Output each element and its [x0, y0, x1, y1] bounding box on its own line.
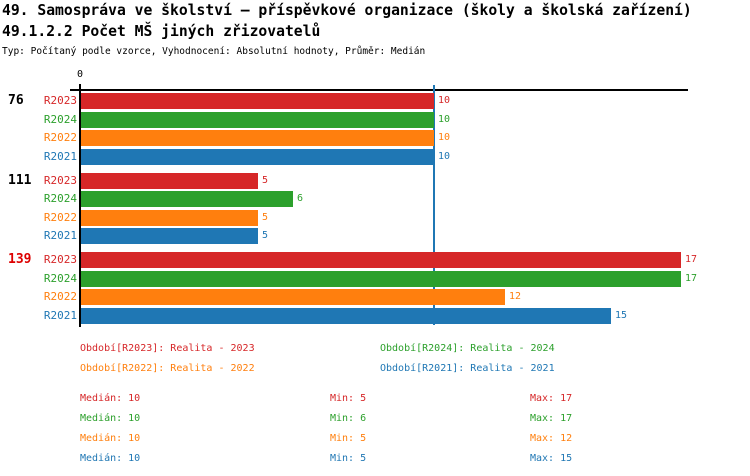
stat-max-r2021: Max: 15: [530, 453, 573, 464]
bar-row-label-r2024-g2: R2024: [43, 271, 77, 285]
bar-row-label-r2021-g2: R2021: [43, 308, 77, 322]
x-axis-zero-line: [79, 84, 81, 327]
stat-max-r2023: Max: 17: [530, 393, 573, 404]
bar-r2021-g2: [81, 307, 611, 324]
bar-r2022-g1: [81, 209, 258, 226]
bar-row-label-r2021-g1: R2021: [43, 229, 77, 242]
bar-r2021-g0: [81, 148, 434, 165]
bar-value-label-r2021-g1: 5: [262, 230, 269, 241]
median-reference-line: [433, 85, 435, 325]
legend-item-r2021: Období[R2021]: Realita - 2021: [380, 363, 555, 374]
bar-value-label-r2022-g0: 10: [438, 132, 451, 143]
bar-value-label-r2024-g1: 6: [297, 193, 304, 204]
bar-value-label-r2021-g2: 15: [615, 309, 628, 321]
bar-r2022-g0: [81, 130, 434, 146]
bar-row-label-r2022-g2: R2022: [43, 290, 77, 303]
plot-top-border: [70, 89, 688, 91]
stat-max-r2022: Max: 12: [530, 433, 573, 444]
group-label-139: 139: [8, 252, 32, 267]
bar-value-label-r2021-g0: 10: [438, 150, 451, 162]
indicator-meta-text: Typ: Počítaný podle vzorce, Vyhodnocení:…: [2, 46, 426, 57]
bar-r2023-g0: [81, 93, 434, 109]
stat-min-r2022: Min: 5: [330, 433, 367, 444]
bar-row-label-r2023-g1: R2023: [43, 173, 77, 187]
bar-row-label-r2024-g0: R2024: [43, 112, 77, 126]
stat-min-r2021: Min: 5: [330, 453, 367, 464]
group-label-76: 76: [8, 93, 24, 108]
bar-row-label-r2022-g0: R2022: [43, 131, 77, 144]
bar-r2023-g1: [81, 172, 258, 189]
bar-value-label-r2022-g1: 5: [262, 211, 269, 223]
bar-row-label-r2023-g2: R2023: [43, 253, 77, 266]
group-label-111: 111: [8, 172, 32, 188]
legend-item-r2023: Období[R2023]: Realita - 2023: [80, 343, 255, 354]
bar-value-label-r2024-g0: 10: [438, 113, 451, 125]
stat-median-r2022: Medián: 10: [80, 433, 141, 444]
stat-median-r2024: Medián: 10: [80, 413, 141, 424]
bar-row-label-r2022-g1: R2022: [43, 210, 77, 224]
bar-value-label-r2024-g2: 17: [685, 272, 698, 284]
stat-median-r2023: Medián: 10: [80, 393, 141, 404]
stat-max-r2024: Max: 17: [530, 413, 573, 424]
bar-row-label-r2023-g0: R2023: [43, 94, 77, 107]
bar-r2021-g1: [81, 228, 258, 244]
stat-median-r2021: Medián: 10: [80, 453, 141, 464]
page-title-line1: 49. Samospráva ve školství – příspěvkové…: [2, 2, 692, 19]
bar-r2024-g2: [81, 270, 681, 287]
page-title-line2: 49.1.2.2 Počet MŠ jiných zřizovatelů: [2, 23, 321, 40]
bar-r2023-g2: [81, 252, 681, 268]
bar-row-label-r2021-g0: R2021: [43, 149, 77, 163]
bar-r2024-g0: [81, 111, 434, 128]
x-axis-zero-tick-label: 0: [76, 69, 84, 80]
stat-min-r2023: Min: 5: [330, 393, 367, 404]
stat-min-r2024: Min: 6: [330, 413, 367, 424]
bar-row-label-r2024-g1: R2024: [43, 192, 77, 205]
legend-item-r2024: Období[R2024]: Realita - 2024: [380, 343, 555, 354]
bar-r2024-g1: [81, 191, 293, 207]
bar-r2022-g2: [81, 289, 505, 305]
bar-value-label-r2023-g0: 10: [438, 95, 451, 106]
legend-item-r2022: Období[R2022]: Realita - 2022: [80, 363, 255, 374]
bar-value-label-r2022-g2: 12: [509, 291, 522, 302]
bar-value-label-r2023-g1: 5: [262, 174, 269, 186]
bar-value-label-r2023-g2: 17: [685, 254, 698, 265]
